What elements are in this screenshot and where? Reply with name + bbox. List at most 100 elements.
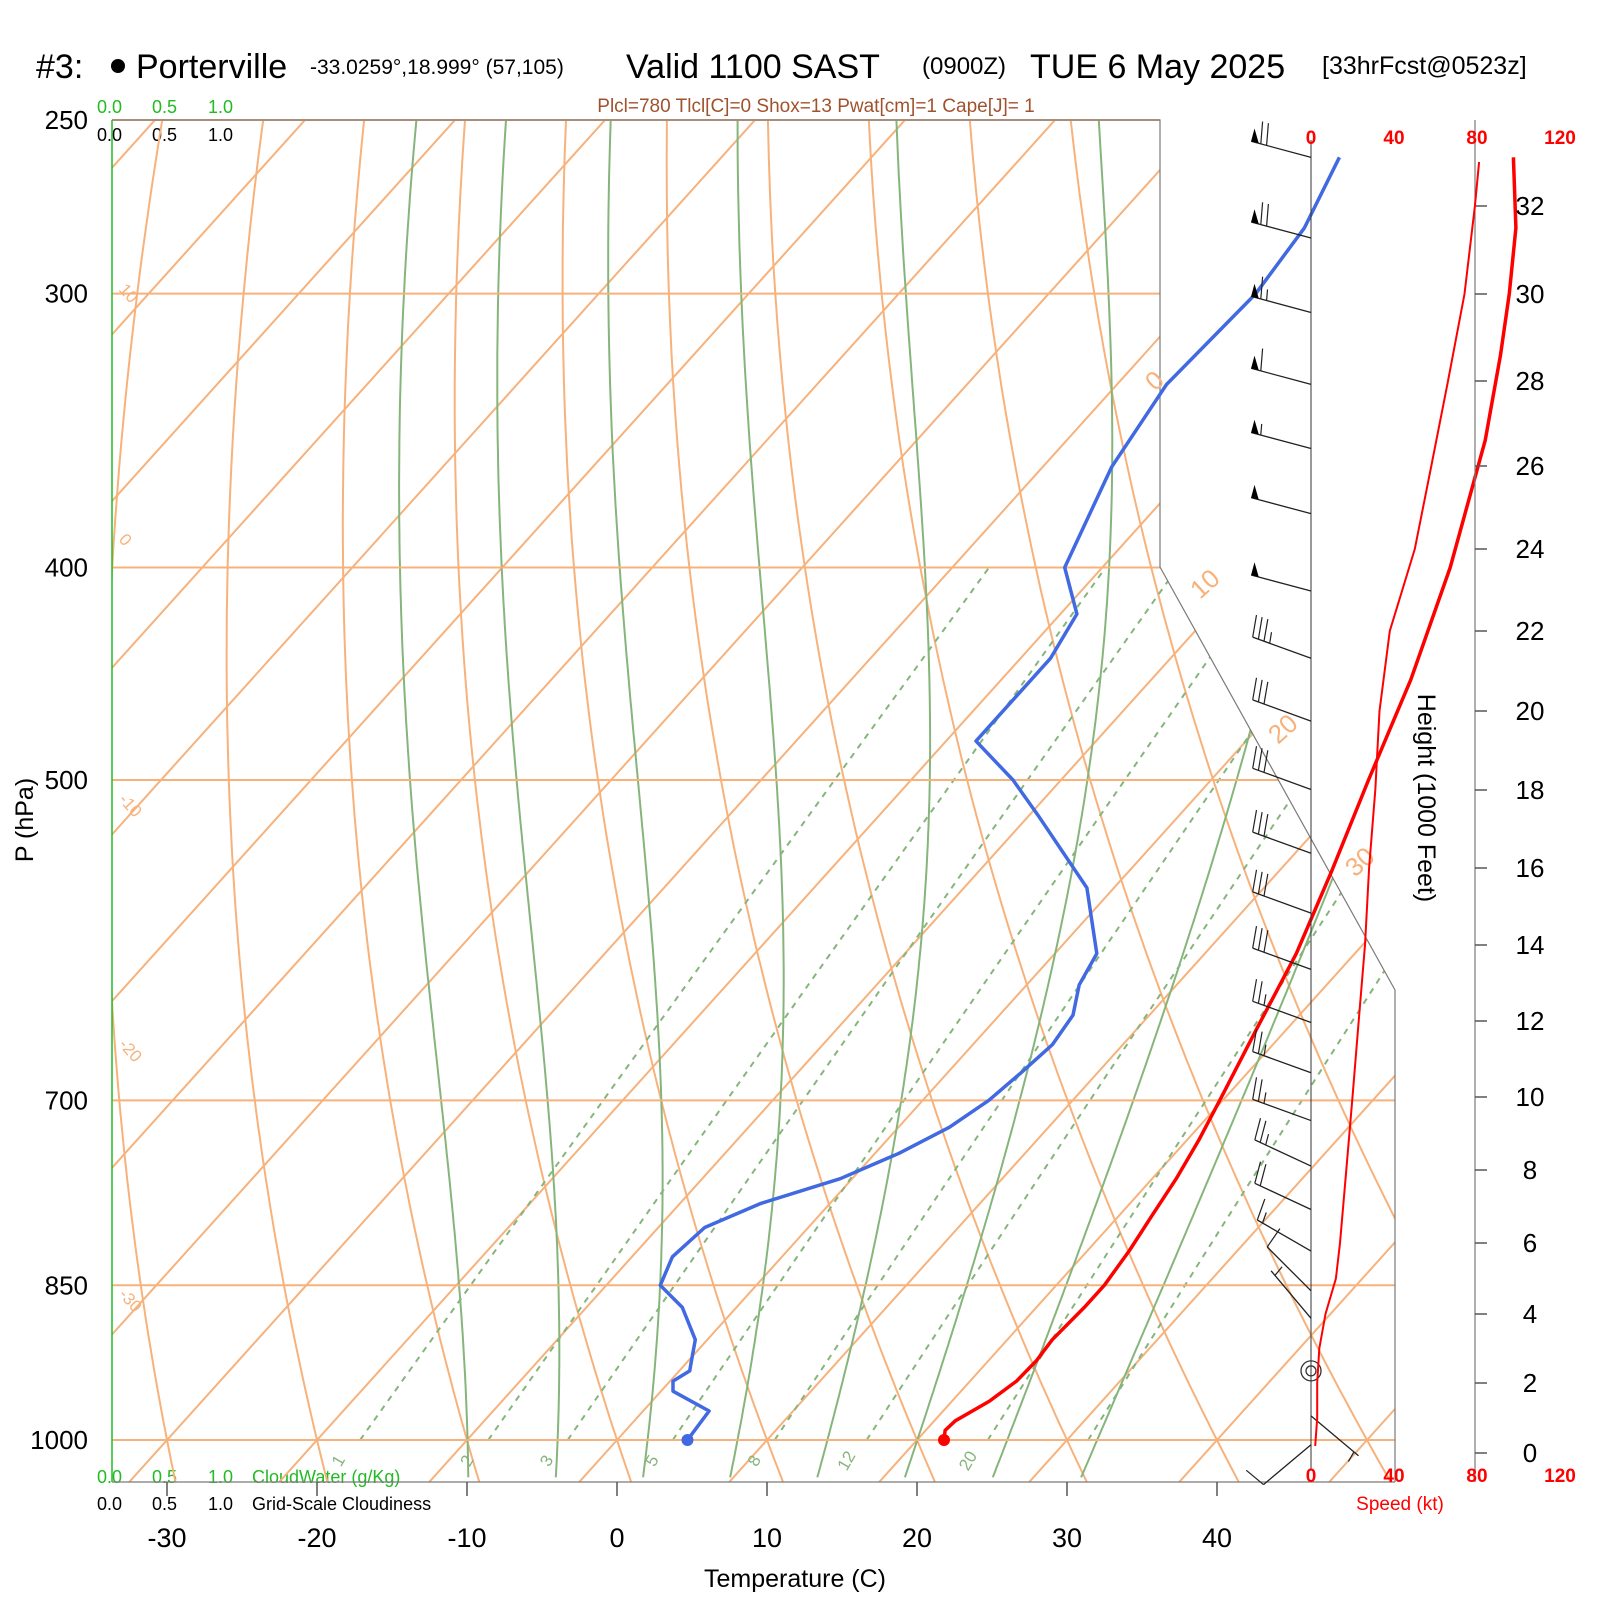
wind-barb-half-flag [1263, 1044, 1267, 1056]
wind-barb-pennant [1251, 484, 1259, 500]
cloudiness-tick-0: 0.0 [97, 125, 122, 145]
sounding-profiles [658, 156, 1518, 1446]
wind-barb-flag [1257, 617, 1263, 640]
dry-adiabat-line [453, 120, 634, 1482]
temperature-tick-label: 40 [1202, 1523, 1232, 1553]
wind-barb-flag [1252, 614, 1258, 638]
isotherm-label: 0 [115, 530, 135, 550]
moist-adiabat-line [496, 120, 561, 1478]
station-name: Porterville [136, 48, 287, 86]
isotherm-label: 0 [1139, 364, 1170, 396]
wind-barb-flag [1252, 677, 1258, 701]
wind-barb-flag [1257, 928, 1263, 951]
isotherm-line [274, 120, 1395, 1482]
wind-barb-flag [1252, 1029, 1258, 1052]
speed-tick-label-bottom: 40 [1383, 1466, 1404, 1487]
wind-barb-flag [1257, 748, 1263, 771]
speed-tick-label-bottom: 0 [1306, 1466, 1317, 1487]
speed-tick-label-top: 80 [1466, 128, 1487, 149]
pressure-tick-label: 850 [45, 1270, 88, 1300]
plot-border [112, 119, 1396, 1482]
height-tick-label: 6 [1523, 1228, 1537, 1258]
wind-barb-staff [1250, 367, 1312, 385]
isotherm-label: 30 [1339, 841, 1381, 883]
calm-wind-icon [1300, 1360, 1322, 1382]
height-tick-label: 16 [1516, 853, 1545, 883]
cloudwater-tick-2: 1.0 [208, 97, 233, 117]
isotherm-line [874, 120, 1395, 1482]
utc-time: (0900Z) [922, 53, 1006, 80]
wind-barb-flag [1263, 873, 1269, 897]
wind-speed-panel: 0246810121416182022242628303200404080801… [1306, 120, 1576, 1487]
chart-header: #3: Porterville -33.0259°,18.999° (57,10… [36, 48, 1527, 117]
dewpoint-surface-marker [681, 1434, 694, 1446]
pressure-tick-label: 1000 [30, 1425, 88, 1455]
isotherm-line [724, 120, 1395, 1482]
dry-adiabat-line [1365, 120, 1395, 1482]
wind-barb-flag [1256, 1198, 1266, 1221]
height-tick-label: 0 [1523, 1438, 1537, 1468]
wind-barb-flag [1252, 979, 1258, 1002]
cloudiness-label: Grid-Scale Cloudiness [252, 1494, 431, 1514]
dry-adiabat-line [1566, 81, 1600, 1486]
wind-barb [1250, 419, 1312, 450]
temperature-tick-label: 0 [609, 1523, 624, 1553]
wind-barb [1310, 1415, 1359, 1462]
isotherm-line [112, 120, 491, 1482]
cloud-scale-bottom: 0.0 0.5 1.0 CloudWater (g/Kg) 0.0 0.5 1.… [97, 1467, 431, 1514]
wind-barb [1252, 677, 1312, 722]
height-tick-label: 12 [1516, 1006, 1545, 1036]
wind-barb [1252, 809, 1312, 854]
height-tick-label: 18 [1516, 775, 1545, 805]
wind-barb-pennant [1251, 419, 1259, 435]
mixing-ratio-label: 20 [955, 1448, 981, 1474]
isotherm-line [112, 120, 341, 1482]
mixing-ratio-label: 12 [834, 1448, 860, 1474]
height-tick-label: 30 [1516, 279, 1545, 309]
dry-adiabat-line [766, 120, 1090, 1482]
wind-barb-staff [1252, 1050, 1312, 1074]
wind-barb [1250, 202, 1312, 239]
dry-adiabat-line [225, 120, 330, 1482]
wind-barb [1254, 1118, 1312, 1167]
wind-barb-flag [1260, 202, 1264, 225]
wind-barb-staff [1254, 1182, 1312, 1211]
height-tick-label: 14 [1516, 930, 1545, 960]
pressure-tick-label: 400 [45, 553, 88, 583]
station-dot-icon [111, 59, 125, 73]
dewpoint-profile [658, 156, 1341, 1442]
wind-barb-flag [1263, 930, 1269, 953]
wind-barb-pennant [1251, 128, 1259, 144]
station-number: #3: [36, 48, 83, 86]
wind-barb-flag [1263, 681, 1269, 705]
wind-barb-flag [1257, 981, 1263, 1004]
wind-barb-half-flag [1260, 423, 1263, 436]
isotherm-line [112, 120, 941, 1482]
moist-adiabat-line [729, 120, 785, 1478]
cloud-scale-top: 0.0 0.5 1.0 0.0 0.5 1.0 [97, 97, 233, 145]
wind-barb-flag [1260, 276, 1264, 300]
isobar-lines [112, 119, 1395, 1441]
wind-barb [1256, 1198, 1312, 1252]
plot-frame [111, 119, 1396, 1483]
cloudwater-tick-0: 0.0 [97, 1467, 122, 1487]
height-tick-label: 4 [1523, 1299, 1537, 1329]
wind-barb-staff [1250, 140, 1312, 158]
wind-barb-staff [1263, 1444, 1312, 1486]
cloudwater-tick-1: 0.5 [152, 97, 177, 117]
height-tick-label: 22 [1516, 616, 1545, 646]
isotherm-line [112, 120, 641, 1482]
dry-adiabat-line [665, 120, 938, 1482]
isotherm-line [574, 120, 1395, 1482]
mixing-ratio-line [671, 566, 1274, 1441]
dry-adiabat-line [561, 120, 786, 1482]
height-tick-label: 24 [1516, 534, 1545, 564]
wind-barb [1252, 979, 1312, 1024]
isotherm-line [112, 120, 1091, 1482]
isotherm-label: -20 [115, 1035, 146, 1066]
wind-barb [1250, 276, 1312, 314]
wind-barb-flag [1257, 1079, 1263, 1102]
isotherm-line [1174, 120, 1395, 1482]
height-tick-label: 32 [1516, 191, 1545, 221]
